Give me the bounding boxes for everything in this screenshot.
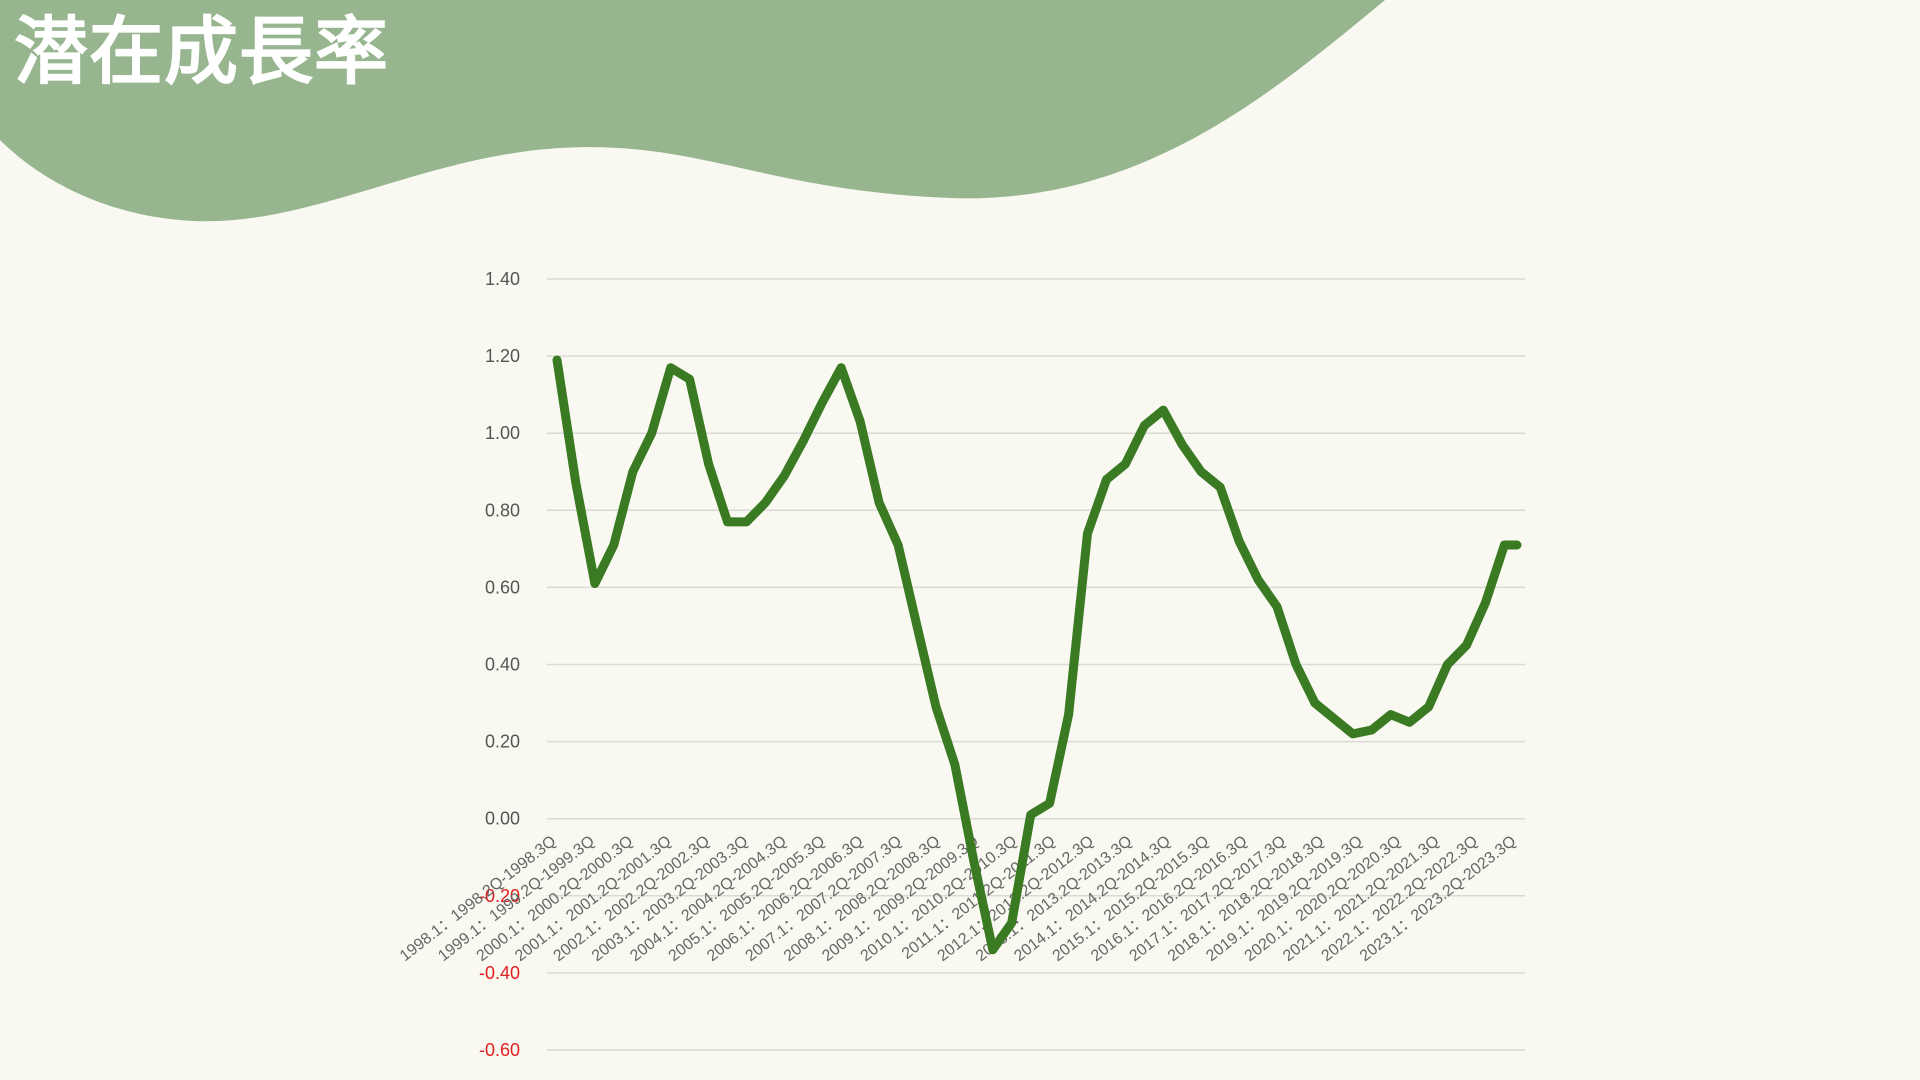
y-axis-ticks: 1.40 1.20 1.00 0.80 0.60 0.40 0.20 0.00 -0.20 -0.… (479, 269, 520, 1060)
y-tick-label: -0.20 (479, 886, 520, 906)
y-tick-label: 1.40 (485, 269, 520, 289)
x-axis-ticks: 1998.1：1998.2Q-1998.3Q1999.1：1999.2Q-199… (397, 833, 1520, 965)
series-layer (552, 355, 1522, 955)
page-title: 潜在成長率 (14, 9, 389, 95)
y-tick-label: 1.20 (485, 346, 520, 366)
y-tick-label: 0.20 (485, 732, 520, 752)
y-tick-label: -0.60 (479, 1040, 520, 1060)
y-tick-label: 1.00 (485, 423, 520, 443)
y-tick-label: -0.40 (479, 963, 520, 983)
series-line (552, 355, 1522, 955)
gridlines (547, 278, 1525, 1051)
header-wave-shape (0, 0, 1385, 222)
y-tick-label: 0.00 (485, 809, 520, 829)
y-tick-label: 0.40 (485, 655, 520, 675)
y-tick-label: 0.80 (485, 500, 520, 520)
y-tick-label: 0.60 (485, 577, 520, 597)
